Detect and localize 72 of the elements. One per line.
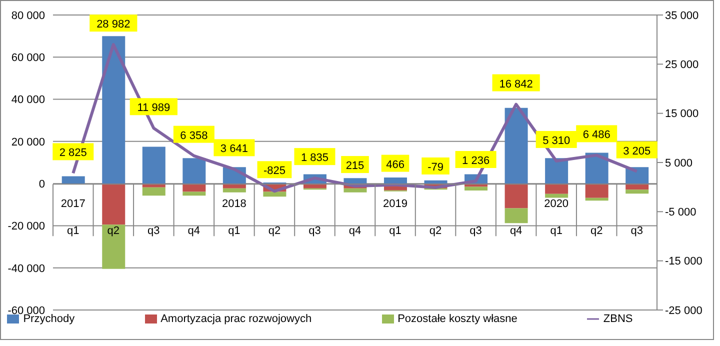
x-tick-label: q3: [308, 225, 321, 238]
y2-tick-label: 15 000: [665, 108, 699, 120]
bar: [384, 177, 407, 184]
y2-tick-label: 25 000: [665, 59, 699, 72]
x-tick-label: q2: [590, 225, 603, 238]
category-label: 2018 q1: [222, 198, 246, 238]
legend-label: ZBNS: [603, 313, 633, 325]
bar: [504, 208, 528, 224]
bar: [263, 192, 286, 197]
bar: [504, 108, 528, 184]
x-tick-label: q3: [470, 225, 482, 238]
x-tick-label: q3: [148, 225, 160, 238]
x-tick-label: q4: [348, 225, 362, 238]
data-label: 28 982: [96, 18, 130, 31]
y-tick-label: 20 000: [11, 136, 45, 148]
bar: [585, 198, 608, 201]
bar: [626, 190, 649, 194]
x-tick-label: q3: [630, 225, 643, 238]
y-tick-label: 0: [38, 178, 45, 190]
bar: [545, 194, 568, 198]
bar: [182, 158, 206, 184]
legend-label: Amortyzacja prac rozwojowych: [160, 313, 312, 325]
y2-tick-label: -15 000: [665, 256, 702, 268]
y2-tick-label: -5 000: [665, 206, 696, 219]
x-tick-label: q2: [429, 225, 442, 238]
y-tick-label: -20 000: [8, 220, 45, 233]
bar: [545, 158, 568, 184]
data-label: -79: [428, 161, 444, 174]
data-label: 11 989: [137, 102, 170, 114]
bar: [62, 176, 85, 184]
data-label: 1 835: [300, 152, 328, 164]
bar: [585, 184, 608, 198]
data-label: 16 842: [499, 78, 533, 90]
y2-tick-label: -25 000: [665, 304, 702, 317]
data-label: 5 310: [542, 134, 570, 147]
bar: [182, 192, 206, 196]
y-tick-label: 80 000: [11, 10, 45, 22]
bar: [344, 188, 367, 192]
data-label: 6 358: [180, 130, 208, 142]
bar: [545, 184, 568, 194]
y2-tick-label: 5 000: [665, 157, 693, 170]
bar: [142, 187, 166, 196]
data-label: 2 825: [59, 147, 87, 160]
category-label: 2017 q1: [60, 198, 86, 238]
bar: [102, 184, 126, 225]
x-tick-label: q2: [107, 225, 120, 238]
data-label: -825: [263, 165, 286, 178]
legend-label: Pozostałe koszty własne: [398, 313, 518, 325]
data-label: 6 486: [582, 129, 610, 142]
y-tick-label: -40 000: [8, 262, 45, 275]
bar: [142, 146, 166, 184]
bar: [344, 178, 367, 184]
y2-tick-label: 35 000: [665, 10, 699, 22]
y-tick-label: 40 000: [11, 94, 45, 106]
bar: [102, 36, 126, 184]
category-label: 2020 q1: [544, 198, 569, 238]
bar: [424, 180, 448, 184]
y-tick-label: 60 000: [11, 52, 45, 64]
bar: [464, 186, 488, 191]
x-tick-label: q4: [188, 225, 200, 238]
x-tick-label: q2: [268, 225, 281, 238]
bar: [102, 224, 126, 269]
data-label: 215: [346, 160, 364, 172]
category-label: 2019 q1: [383, 198, 408, 238]
data-label: 466: [386, 158, 404, 171]
bar: [222, 188, 246, 192]
bar: [504, 184, 528, 208]
data-label: 1 236: [462, 155, 490, 168]
data-label: 3 641: [220, 143, 248, 156]
x-tick-label: q4: [510, 225, 522, 238]
bar: [626, 167, 649, 184]
data-label: 3 205: [623, 145, 651, 158]
